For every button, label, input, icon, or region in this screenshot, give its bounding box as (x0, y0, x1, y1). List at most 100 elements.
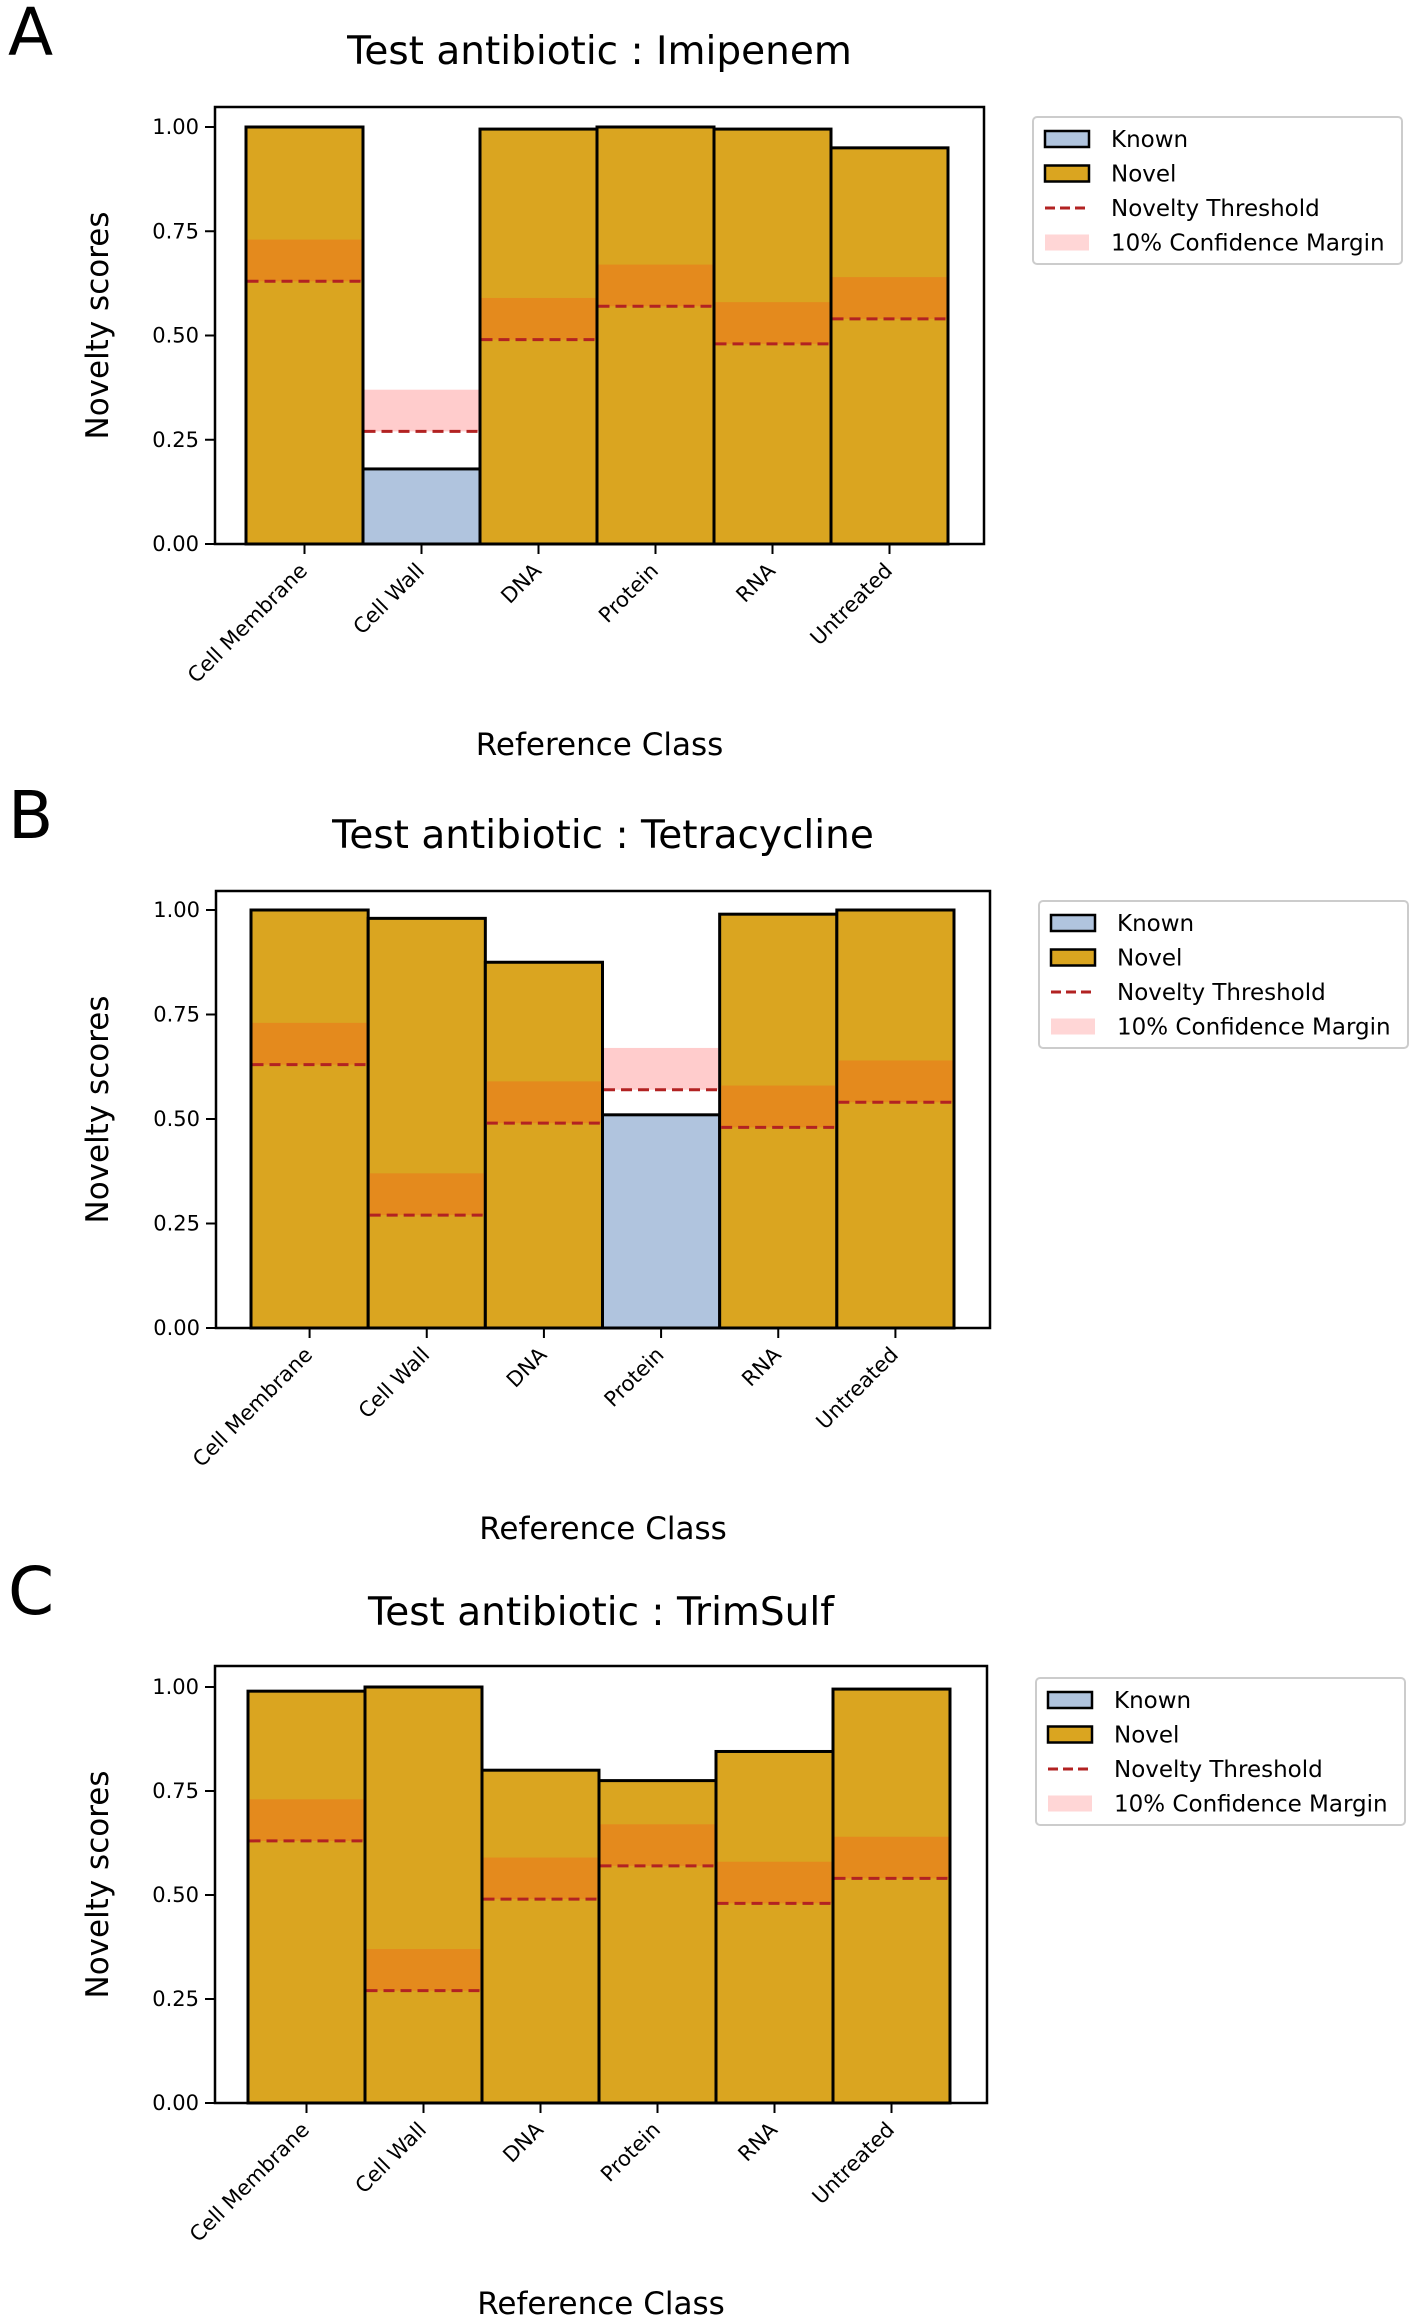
confidence-margin (364, 389, 479, 432)
x-tick-label: Cell Wall (351, 2118, 432, 2199)
confidence-margin (715, 302, 830, 344)
panel-a: A Test antibiotic : Imipenem Cell Membrane… (8, 0, 1403, 763)
chart-title: Test antibiotic : Imipenem (346, 29, 852, 74)
x-tick-label: Untreated (811, 1343, 902, 1434)
y-axis-label: Novelty scores (80, 996, 116, 1224)
confidence-margin (366, 1949, 481, 1991)
legend: Known Novel Novelty Threshold 10% Confidenc… (1038, 900, 1409, 1049)
confidence-margin (247, 239, 362, 282)
bar-protein (597, 1779, 718, 2105)
confidence-margin (834, 1836, 949, 1879)
x-tick-label: Cell Wall (349, 559, 430, 640)
bar-cell-membrane (249, 908, 370, 1330)
x-tick-label: RNA (737, 1342, 786, 1391)
legend-label: Novelty Threshold (1114, 1757, 1323, 1783)
legend-label: Novelty Threshold (1117, 980, 1326, 1006)
legend-label: 10% Confidence Margin (1111, 231, 1385, 257)
y-tick-label: 0.75 (152, 219, 199, 243)
legend-swatch-margin (1048, 1795, 1092, 1812)
legend-frame (1038, 900, 1409, 1049)
x-tick-label: Untreated (808, 2118, 899, 2209)
y-tick-label: 0.25 (153, 1212, 200, 1236)
y-tick-label: 0.75 (152, 1779, 199, 1803)
legend-swatch-novel (1049, 948, 1097, 967)
axes-frame (214, 889, 992, 1330)
confidence-margin (483, 1857, 598, 1900)
bar-dna (480, 1768, 601, 2105)
chart-title: Test antibiotic : TrimSulf (367, 1590, 835, 1635)
x-tick-label: RNA (733, 2117, 782, 2166)
bar-protein (595, 125, 716, 546)
legend-label: Novelty Threshold (1111, 196, 1320, 222)
legend-swatch-margin (1045, 234, 1089, 251)
confidence-margin (717, 1861, 832, 1904)
bar-protein (601, 1113, 722, 1330)
legend-label: Known (1111, 127, 1188, 153)
confidence-margin (600, 1824, 715, 1866)
x-tick-label: DNA (496, 558, 546, 608)
y-tick-label: 0.50 (153, 1107, 200, 1131)
legend-swatch-novel (1046, 1725, 1094, 1744)
y-axis-label: Novelty scores (80, 1771, 116, 1999)
axes-frame (213, 105, 986, 546)
x-tick-label: Protein (600, 1343, 669, 1412)
x-tick-label: DNA (498, 2117, 548, 2167)
y-tick-label: 1.00 (152, 1675, 199, 1699)
bar-cell-wall (361, 467, 482, 546)
y-tick-label: 0.50 (152, 1883, 199, 1907)
confidence-margin (249, 1799, 364, 1841)
legend-label: Known (1114, 1688, 1191, 1714)
legend-swatch-margin (1051, 1018, 1095, 1035)
y-tick-label: 1.00 (152, 115, 199, 139)
confidence-margin (721, 1085, 836, 1128)
x-tick-label: Cell Membrane (188, 1343, 317, 1472)
bar-untreated (831, 1687, 952, 2105)
legend-label: Novel (1117, 946, 1182, 972)
y-tick-label: 0.50 (152, 324, 199, 348)
confidence-margin (369, 1173, 484, 1216)
bar-rna (718, 912, 839, 1330)
x-tick-label: Protein (596, 2118, 665, 2187)
legend-swatch-known (1046, 1690, 1094, 1710)
legend-frame (1032, 116, 1403, 265)
bar-rna (714, 1749, 835, 2105)
y-axis-label: Novelty scores (80, 212, 116, 440)
legend-frame (1035, 1677, 1406, 1826)
panel-c: C Test antibiotic : TrimSulf Cell Membrane… (8, 1553, 1406, 2322)
y-tick-label: 0.00 (153, 1316, 200, 1340)
bar-untreated (835, 908, 956, 1330)
legend-label: Known (1117, 911, 1194, 937)
panel-letter: B (8, 777, 53, 854)
y-tick-label: 0.75 (153, 1003, 200, 1027)
legend-label: Novel (1111, 162, 1176, 188)
bar-cell-membrane (246, 1689, 367, 2105)
y-tick-label: 1.00 (153, 898, 200, 922)
confidence-margin (252, 1022, 367, 1065)
legend-label: 10% Confidence Margin (1114, 1792, 1388, 1818)
legend-label: Novel (1114, 1723, 1179, 1749)
panel-letter: A (8, 0, 53, 71)
legend-label: 10% Confidence Margin (1117, 1015, 1391, 1041)
panel-letter: C (8, 1553, 54, 1630)
y-tick-label: 0.00 (152, 532, 199, 556)
x-tick-label: Untreated (806, 559, 897, 650)
axes-frame (213, 1664, 989, 2105)
legend-swatch-known (1043, 129, 1091, 149)
x-axis-label: Reference Class (477, 2286, 725, 2322)
confidence-margin (598, 264, 713, 307)
legend: Known Novel Novelty Threshold 10% Confidenc… (1035, 1677, 1406, 1826)
bar-dna (478, 127, 599, 546)
x-axis-label: Reference Class (479, 1511, 727, 1547)
y-tick-label: 0.25 (152, 1987, 199, 2011)
confidence-margin (481, 297, 596, 340)
y-tick-label: 0.25 (152, 428, 199, 452)
confidence-margin (838, 1060, 953, 1103)
bar-untreated (829, 146, 950, 546)
x-axis-label: Reference Class (476, 727, 724, 763)
y-tick-label: 0.00 (152, 2091, 199, 2115)
legend-swatch-known (1049, 913, 1097, 933)
confidence-margin (486, 1081, 601, 1124)
confidence-margin (832, 277, 947, 319)
bar-cell-membrane (244, 125, 365, 546)
